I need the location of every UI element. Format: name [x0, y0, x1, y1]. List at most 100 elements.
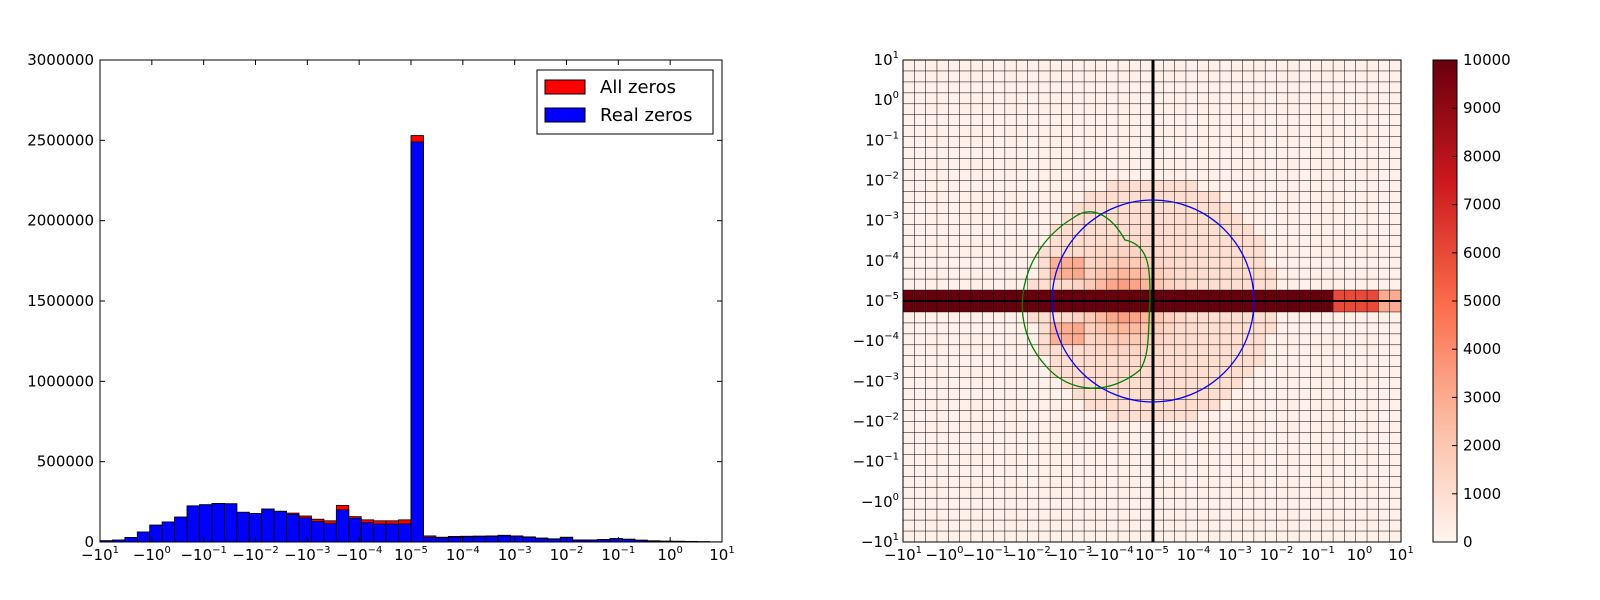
- heatmap-cell: [1355, 169, 1368, 181]
- heatmap-cell: [1163, 235, 1175, 247]
- heatmap-cell: [970, 443, 983, 455]
- heatmap-cell: [1276, 290, 1289, 302]
- heatmap-cell: [1027, 421, 1040, 433]
- heatmap-cell: [1344, 268, 1357, 280]
- heatmap-cell: [1129, 290, 1141, 302]
- heatmap-cell: [1299, 301, 1311, 313]
- heatmap-cell: [1095, 257, 1108, 269]
- heatmap-cell: [1004, 180, 1017, 192]
- heatmap-cell: [914, 60, 926, 72]
- heatmap-cell: [925, 279, 938, 291]
- heatmap-cell: [1253, 476, 1266, 488]
- heatmap-cell: [1265, 333, 1277, 346]
- heatmap-cell: [925, 246, 938, 258]
- heatmap-cell: [948, 531, 960, 543]
- heatmap-cell: [1050, 432, 1062, 444]
- heatmap-cell: [1004, 224, 1017, 236]
- heatmap-cell: [1118, 202, 1130, 214]
- heatmap-cell: [1095, 213, 1108, 225]
- heatmap-cell: [1355, 377, 1368, 389]
- heatmap-cell: [948, 301, 960, 313]
- heatmap-cell: [959, 487, 972, 499]
- heatmap-cell: [1140, 421, 1153, 433]
- heatmap-cell: [1084, 202, 1096, 214]
- heatmap-cell: [1287, 366, 1300, 378]
- heatmap-cell: [1140, 454, 1153, 466]
- heatmap-cell: [925, 344, 938, 357]
- heatmap-cell: [1163, 531, 1175, 543]
- heatmap-cell: [1253, 147, 1266, 159]
- heatmap-cell: [1140, 191, 1153, 203]
- heatmap-cell: [1378, 487, 1390, 499]
- heatmap-cell: [1310, 92, 1323, 105]
- heatmap-cell: [1038, 202, 1051, 214]
- heatmap-cell: [914, 213, 926, 225]
- heatmap-cell: [1084, 322, 1096, 335]
- heatmap-cell: [1367, 70, 1379, 83]
- heatmap-cell: [1253, 213, 1266, 225]
- heatmap-cell: [1072, 344, 1085, 357]
- heatmap-cell: [948, 147, 960, 159]
- heatmap-cell: [1253, 125, 1266, 137]
- heatmap-cell: [1118, 454, 1130, 466]
- heatmap-cell: [1084, 410, 1096, 422]
- heatmap-cell: [925, 366, 938, 378]
- heatmap-cell: [948, 377, 960, 389]
- heatmap-cell: [936, 125, 949, 137]
- x-tick-label: 101: [709, 545, 734, 564]
- heatmap-cell: [1344, 213, 1357, 225]
- heatmap-cell: [1208, 246, 1221, 258]
- heatmap-cell: [1163, 377, 1175, 389]
- heatmap-cell: [948, 421, 960, 433]
- heatmap-cell: [1118, 432, 1130, 444]
- heatmap-cell: [1253, 531, 1266, 543]
- heatmap-cell: [1106, 268, 1119, 280]
- heatmap-cell: [1389, 498, 1402, 510]
- heatmap-cell: [1333, 125, 1345, 137]
- heatmap-cell: [1061, 531, 1074, 543]
- heatmap-cell: [982, 498, 994, 510]
- heatmap-cell: [925, 520, 938, 532]
- heatmap-cell: [914, 235, 926, 247]
- heatmap-cell: [1185, 443, 1198, 455]
- heatmap-cell: [1333, 432, 1345, 444]
- heatmap-cell: [1231, 224, 1243, 236]
- heatmap-cell: [925, 443, 938, 455]
- heatmap-cell: [1197, 235, 1209, 247]
- heatmap-cell: [1265, 224, 1277, 236]
- heatmap-x-tick-label: 10−1: [1301, 545, 1335, 564]
- heatmap-cell: [1378, 465, 1390, 477]
- heatmap-cell: [925, 311, 938, 324]
- heatmap-cell: [1253, 60, 1266, 72]
- heatmap-cell: [1299, 191, 1311, 203]
- heatmap-cell: [1106, 103, 1119, 116]
- heatmap-cell: [959, 476, 972, 488]
- heatmap-cell: [936, 487, 949, 499]
- heatmap-cell: [1061, 92, 1074, 105]
- heatmap-cell: [970, 301, 983, 313]
- bar-real-zeros: [199, 504, 213, 543]
- heatmap-cell: [1310, 322, 1323, 335]
- heatmap-cell: [1038, 70, 1051, 83]
- heatmap-cell: [1163, 311, 1175, 324]
- heatmap-cell: [959, 333, 972, 346]
- heatmap-cell: [948, 180, 960, 192]
- heatmap-cell: [1061, 235, 1074, 247]
- heatmap-cell: [1140, 213, 1153, 225]
- heatmap-cell: [1287, 531, 1300, 543]
- y-tick-label: 500000: [37, 453, 94, 471]
- heatmap-cell: [1276, 103, 1289, 116]
- heatmap-cell: [1129, 410, 1141, 422]
- heatmap-cell: [903, 114, 915, 127]
- heatmap-cell: [1197, 191, 1209, 203]
- heatmap-cell: [1004, 454, 1017, 466]
- heatmap-cell: [1084, 388, 1096, 400]
- heatmap-cell: [1333, 344, 1345, 357]
- heatmap-cell: [1378, 301, 1390, 313]
- heatmap-cell: [1344, 344, 1357, 357]
- heatmap-cell: [1174, 60, 1187, 72]
- heatmap-cell: [970, 235, 983, 247]
- heatmap-cell: [903, 432, 915, 444]
- heatmap-cell: [1038, 509, 1051, 521]
- heatmap-cell: [1027, 432, 1040, 444]
